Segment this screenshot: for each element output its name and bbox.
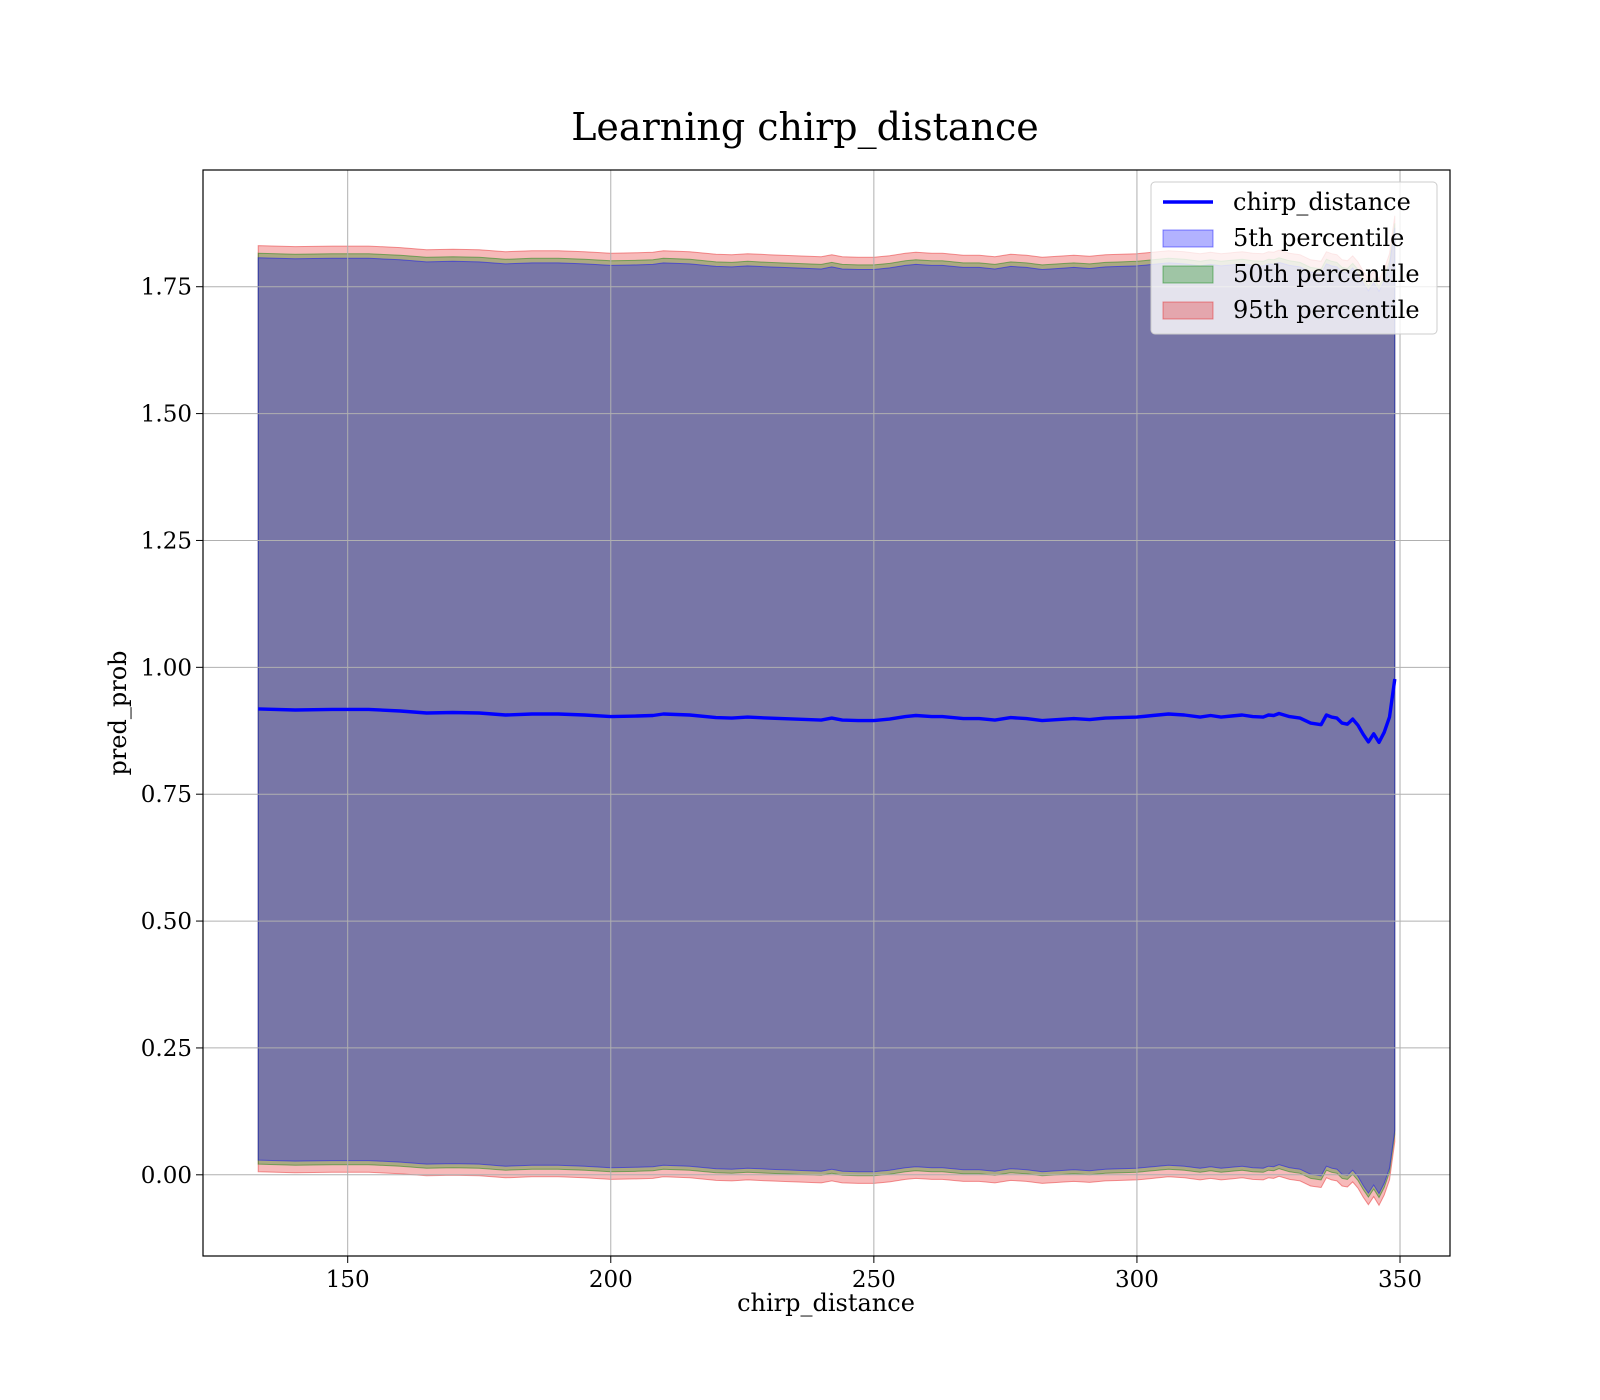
plot-frame <box>202 169 1451 1257</box>
legend-swatch-50th-percentile <box>1162 265 1214 284</box>
percentile-bands <box>257 215 1396 1207</box>
y-tick-label-3: 0.75 <box>141 782 192 808</box>
grid <box>203 170 1450 1256</box>
y-tick-label-2: 0.50 <box>141 909 192 935</box>
y-tick-label-5: 1.25 <box>141 528 192 554</box>
band-95th-percentile <box>257 215 1396 1207</box>
x-tick-label-0: 150 <box>326 1267 370 1293</box>
band-5th-percentile <box>257 227 1396 1195</box>
legend-box <box>1150 181 1438 335</box>
y-tick-label-6: 1.50 <box>141 402 192 428</box>
y-axis: 0.00 0.25 0.50 0.75 1.00 1.25 1.50 1.75 <box>141 275 203 1189</box>
y-tick-label-7: 1.75 <box>141 275 192 301</box>
y-tick-label-4: 1.00 <box>141 655 192 681</box>
y-tick-label-1: 0.25 <box>141 1036 192 1062</box>
chart-title: Learning chirp_distance <box>571 105 1039 150</box>
series-lines <box>258 678 1397 745</box>
x-tick-label-2: 250 <box>852 1267 896 1293</box>
x-axis: 150 200 250 300 350 <box>326 1256 1422 1293</box>
y-tick-label-0: 0.00 <box>141 1163 192 1189</box>
legend-swatch-5th-percentile <box>1162 229 1214 248</box>
legend-label-chirp_distance: chirp_distance <box>1233 188 1411 216</box>
legend-swatch-95th-percentile <box>1162 301 1214 320</box>
legend-label-5th-percentile: 5th percentile <box>1233 224 1404 252</box>
x-tick-label-3: 300 <box>1115 1267 1159 1293</box>
x-axis-label: chirp_distance <box>737 1289 915 1317</box>
legend: chirp_distance 5th percentile 50th percent… <box>1150 181 1438 335</box>
legend-label-95th-percentile: 95th percentile <box>1233 296 1420 324</box>
x-tick-label-1: 200 <box>589 1267 633 1293</box>
x-tick-label-4: 350 <box>1378 1267 1422 1293</box>
legend-label-50th-percentile: 50th percentile <box>1233 260 1420 288</box>
series-line-chirp-distance <box>258 678 1397 745</box>
y-axis-label: pred_prob <box>104 650 132 775</box>
